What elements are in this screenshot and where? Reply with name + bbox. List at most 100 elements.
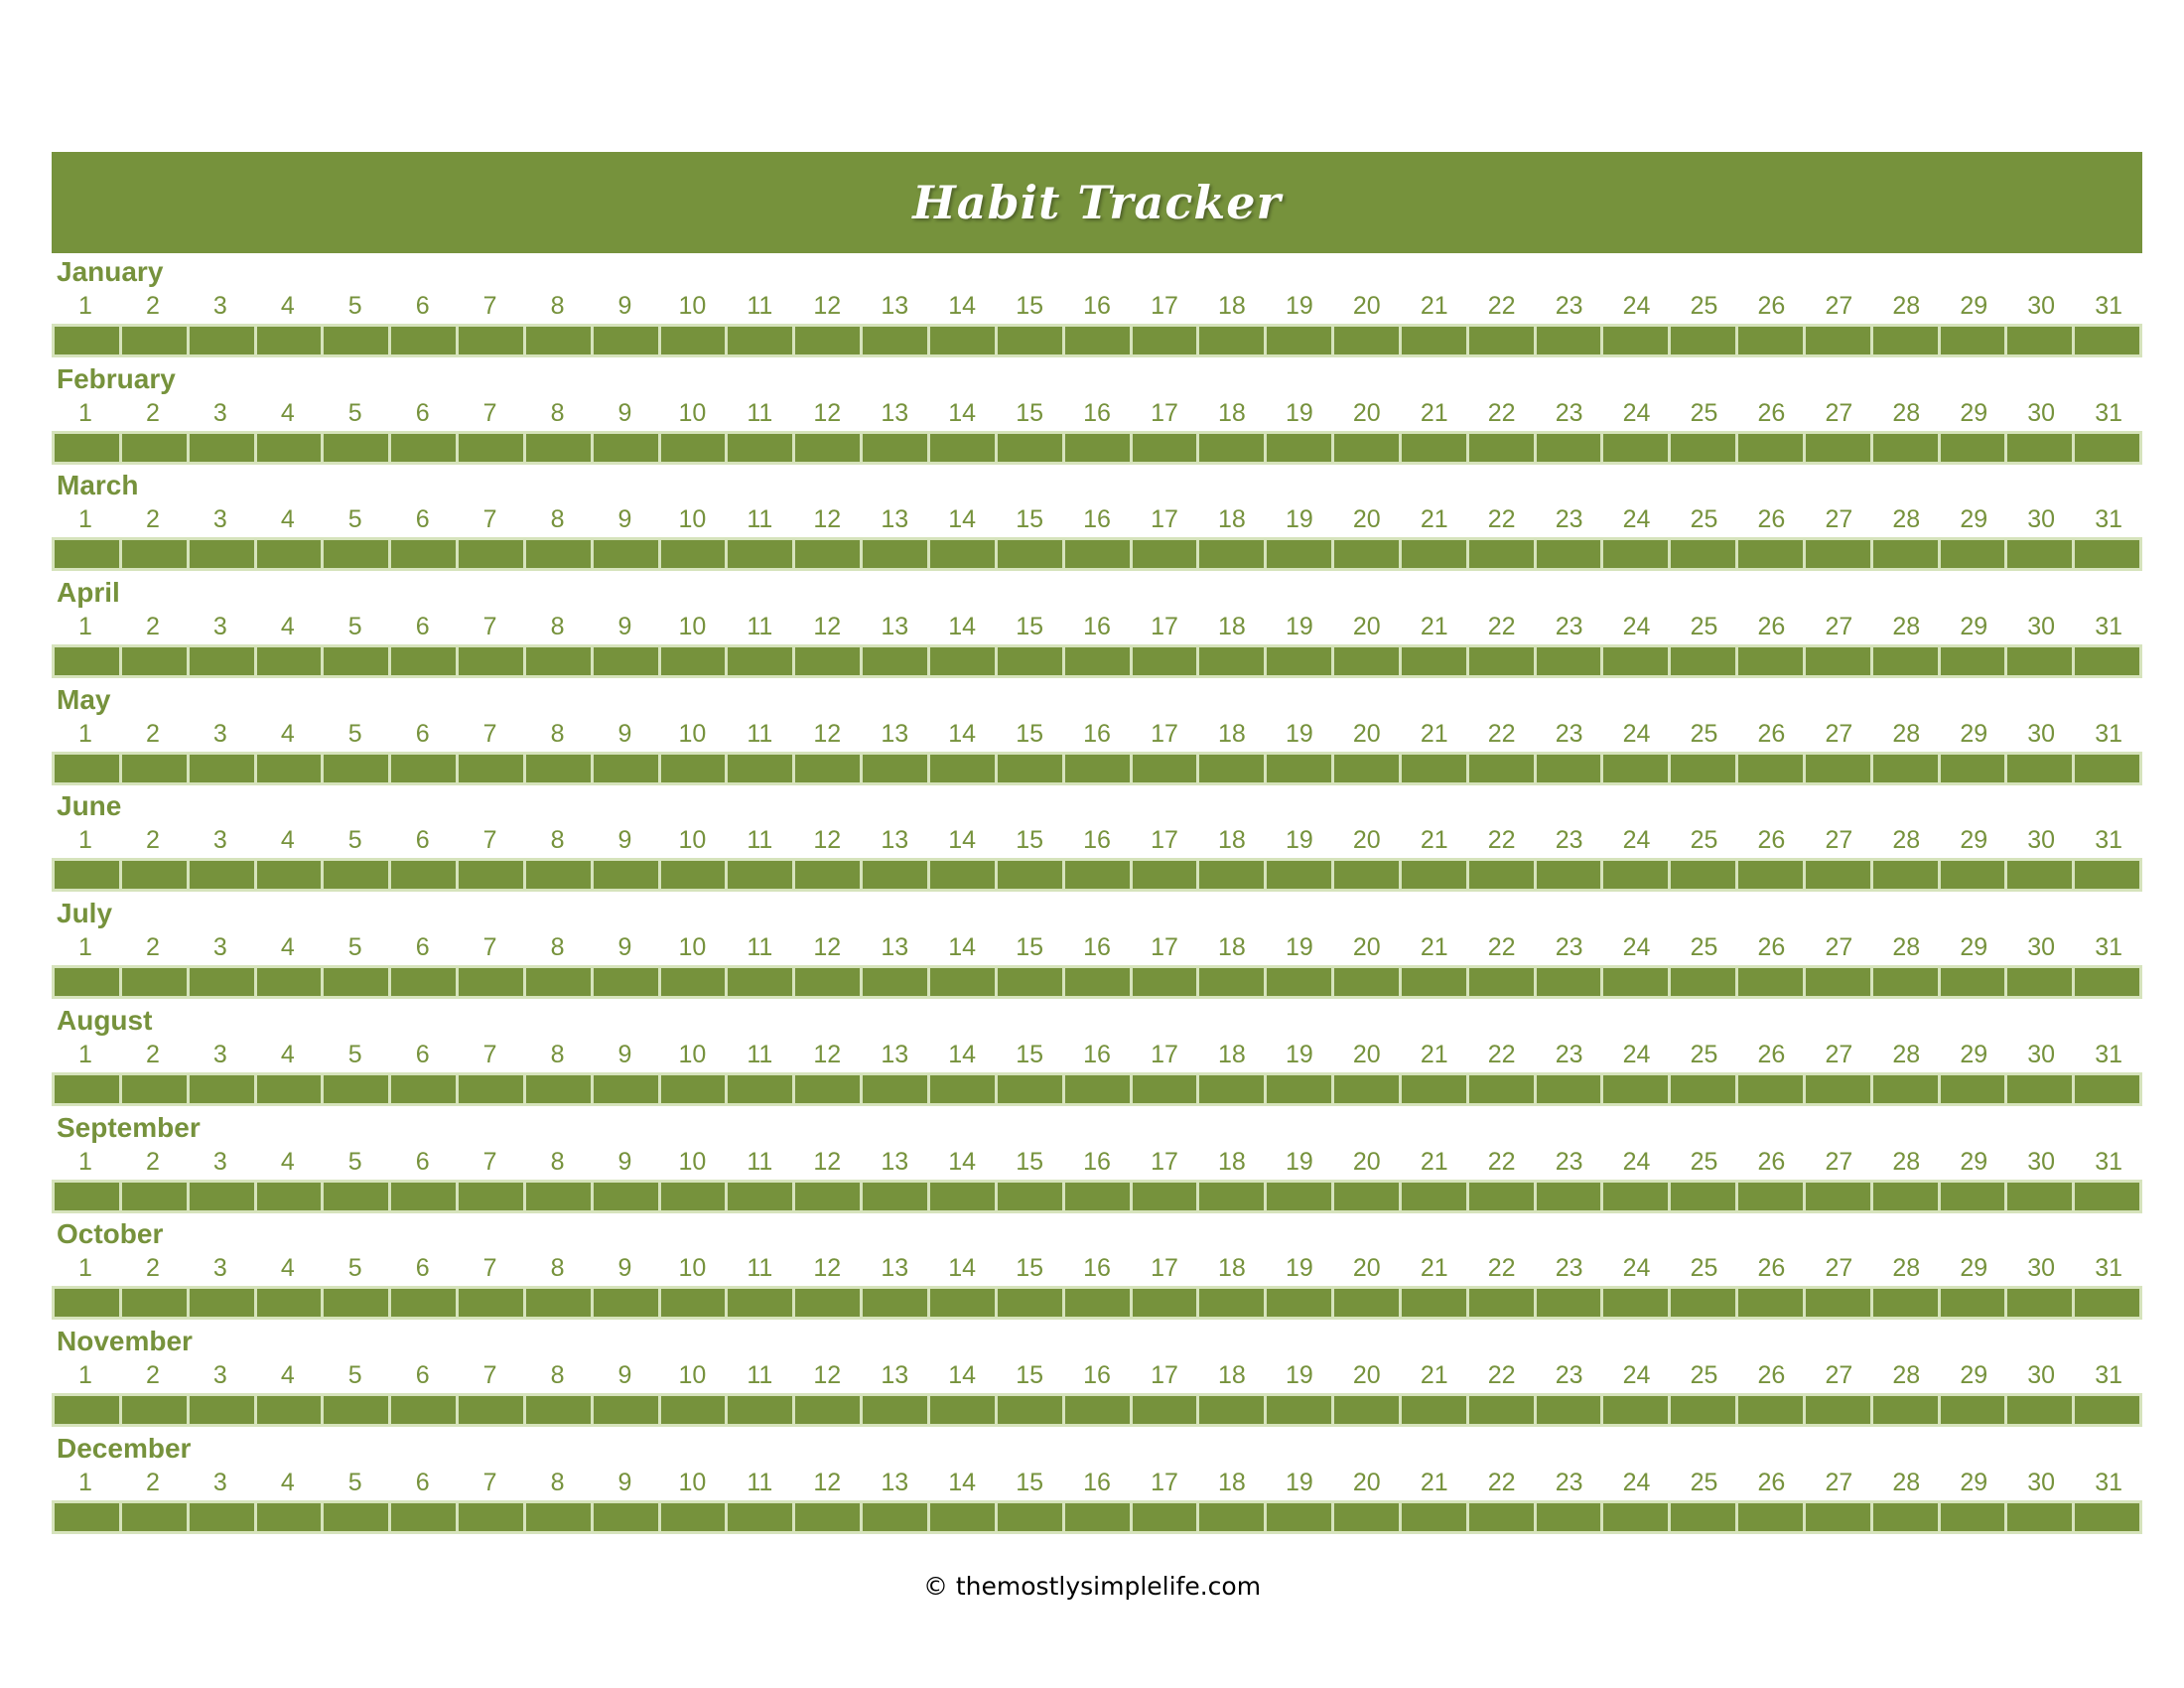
tracker-cell[interactable] xyxy=(391,754,457,782)
tracker-cell[interactable] xyxy=(997,1289,1062,1318)
tracker-cell[interactable] xyxy=(1536,433,1601,462)
tracker-cell[interactable] xyxy=(459,1289,523,1318)
tracker-cell[interactable] xyxy=(2075,1502,2140,1531)
tracker-cell[interactable] xyxy=(1872,1074,1938,1103)
tracker-cell[interactable] xyxy=(728,861,793,890)
tracker-cell[interactable] xyxy=(121,1289,187,1318)
tracker-cell[interactable] xyxy=(121,1074,187,1103)
tracker-cell[interactable] xyxy=(55,433,119,462)
tracker-cell[interactable] xyxy=(1267,1289,1332,1318)
tracker-cell[interactable] xyxy=(1267,1395,1332,1424)
tracker-cell[interactable] xyxy=(55,647,119,676)
tracker-cell[interactable] xyxy=(55,968,119,997)
tracker-cell[interactable] xyxy=(121,647,187,676)
tracker-cell[interactable] xyxy=(1199,1395,1265,1424)
tracker-cell[interactable] xyxy=(593,647,658,676)
tracker-cell[interactable] xyxy=(1940,433,2005,462)
tracker-cell[interactable] xyxy=(1064,1074,1130,1103)
tracker-cell[interactable] xyxy=(1738,433,1803,462)
tracker-cell[interactable] xyxy=(256,754,322,782)
tracker-cell[interactable] xyxy=(1267,1502,1332,1531)
tracker-cell[interactable] xyxy=(929,861,995,890)
tracker-cell[interactable] xyxy=(1468,540,1534,569)
tracker-cell[interactable] xyxy=(660,647,726,676)
tracker-cell[interactable] xyxy=(1805,433,1870,462)
tracker-cell[interactable] xyxy=(1536,1502,1601,1531)
tracker-cell[interactable] xyxy=(1064,968,1130,997)
tracker-cell[interactable] xyxy=(1334,540,1399,569)
tracker-cell[interactable] xyxy=(2007,540,2073,569)
tracker-cell[interactable] xyxy=(1603,1182,1669,1210)
tracker-cell[interactable] xyxy=(1940,327,2005,354)
tracker-cell[interactable] xyxy=(660,1182,726,1210)
tracker-cell[interactable] xyxy=(525,1074,591,1103)
tracker-cell[interactable] xyxy=(256,1182,322,1210)
tracker-cell[interactable] xyxy=(2007,1182,2073,1210)
tracker-cell[interactable] xyxy=(324,861,389,890)
tracker-cell[interactable] xyxy=(997,327,1062,354)
tracker-cell[interactable] xyxy=(1468,1074,1534,1103)
tracker-cell[interactable] xyxy=(391,1502,457,1531)
tracker-cell[interactable] xyxy=(189,1395,254,1424)
tracker-cell[interactable] xyxy=(1064,861,1130,890)
tracker-cell[interactable] xyxy=(55,754,119,782)
tracker-cell[interactable] xyxy=(525,754,591,782)
tracker-cell[interactable] xyxy=(929,1074,995,1103)
tracker-cell[interactable] xyxy=(2007,433,2073,462)
tracker-cell[interactable] xyxy=(391,1395,457,1424)
tracker-cell[interactable] xyxy=(795,540,861,569)
tracker-cell[interactable] xyxy=(2007,1289,2073,1318)
tracker-cell[interactable] xyxy=(189,540,254,569)
tracker-cell[interactable] xyxy=(1671,1395,1736,1424)
tracker-cell[interactable] xyxy=(1468,861,1534,890)
tracker-cell[interactable] xyxy=(1603,1395,1669,1424)
tracker-cell[interactable] xyxy=(929,647,995,676)
tracker-cell[interactable] xyxy=(189,1289,254,1318)
tracker-cell[interactable] xyxy=(2075,540,2140,569)
tracker-cell[interactable] xyxy=(1671,861,1736,890)
tracker-cell[interactable] xyxy=(1401,540,1466,569)
tracker-cell[interactable] xyxy=(2075,861,2140,890)
tracker-cell[interactable] xyxy=(256,1502,322,1531)
tracker-cell[interactable] xyxy=(1805,1502,1870,1531)
tracker-cell[interactable] xyxy=(728,1074,793,1103)
tracker-cell[interactable] xyxy=(1401,754,1466,782)
tracker-cell[interactable] xyxy=(1267,754,1332,782)
tracker-cell[interactable] xyxy=(1132,1182,1197,1210)
tracker-cell[interactable] xyxy=(1671,968,1736,997)
tracker-cell[interactable] xyxy=(1603,968,1669,997)
tracker-cell[interactable] xyxy=(1064,1395,1130,1424)
tracker-cell[interactable] xyxy=(1536,1074,1601,1103)
tracker-cell[interactable] xyxy=(1805,968,1870,997)
tracker-cell[interactable] xyxy=(863,1502,927,1531)
tracker-cell[interactable] xyxy=(459,861,523,890)
tracker-cell[interactable] xyxy=(391,968,457,997)
tracker-cell[interactable] xyxy=(121,1502,187,1531)
tracker-cell[interactable] xyxy=(1872,1182,1938,1210)
tracker-cell[interactable] xyxy=(1132,1395,1197,1424)
tracker-cell[interactable] xyxy=(324,968,389,997)
tracker-cell[interactable] xyxy=(324,1395,389,1424)
tracker-cell[interactable] xyxy=(1738,1074,1803,1103)
tracker-cell[interactable] xyxy=(1401,1289,1466,1318)
tracker-cell[interactable] xyxy=(256,1074,322,1103)
tracker-cell[interactable] xyxy=(189,327,254,354)
tracker-cell[interactable] xyxy=(55,861,119,890)
tracker-cell[interactable] xyxy=(525,327,591,354)
tracker-cell[interactable] xyxy=(1536,861,1601,890)
tracker-cell[interactable] xyxy=(593,861,658,890)
tracker-cell[interactable] xyxy=(391,433,457,462)
tracker-cell[interactable] xyxy=(121,1395,187,1424)
tracker-cell[interactable] xyxy=(1401,1182,1466,1210)
tracker-cell[interactable] xyxy=(324,540,389,569)
tracker-cell[interactable] xyxy=(189,1074,254,1103)
tracker-cell[interactable] xyxy=(795,1502,861,1531)
tracker-cell[interactable] xyxy=(1132,327,1197,354)
tracker-cell[interactable] xyxy=(1267,1074,1332,1103)
tracker-cell[interactable] xyxy=(1671,1502,1736,1531)
tracker-cell[interactable] xyxy=(1940,1074,2005,1103)
tracker-cell[interactable] xyxy=(1334,647,1399,676)
tracker-cell[interactable] xyxy=(660,327,726,354)
tracker-cell[interactable] xyxy=(1805,1182,1870,1210)
tracker-cell[interactable] xyxy=(1872,1289,1938,1318)
